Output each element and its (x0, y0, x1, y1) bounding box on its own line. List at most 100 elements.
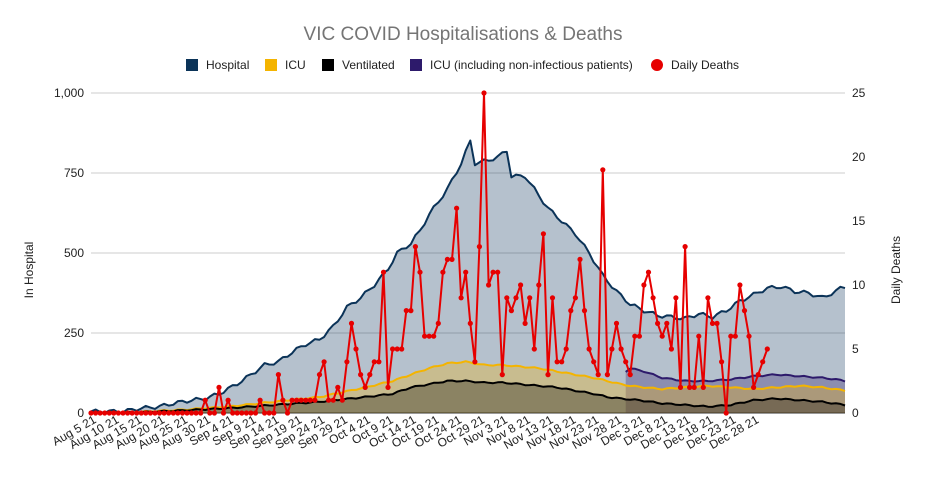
daily-deaths-point (188, 410, 195, 416)
daily-deaths-point (390, 346, 396, 352)
daily-deaths-point (376, 359, 382, 365)
daily-deaths-point (202, 397, 208, 403)
daily-deaths-point (755, 372, 761, 378)
daily-deaths-point (275, 372, 281, 378)
daily-deaths-point (166, 410, 172, 416)
daily-deaths-point (705, 295, 711, 301)
daily-deaths-point (129, 410, 135, 416)
daily-deaths-point (664, 320, 670, 326)
daily-deaths-point (709, 320, 716, 326)
daily-deaths-point (220, 410, 227, 416)
y-tick-label: 750 (64, 166, 84, 180)
daily-deaths-point (193, 410, 199, 416)
daily-deaths-point (572, 295, 579, 301)
daily-deaths-point (230, 410, 236, 416)
daily-deaths-point (714, 320, 720, 326)
y-tick-label: 250 (64, 326, 84, 340)
daily-deaths-point (353, 346, 359, 352)
y-tick-label: 0 (77, 406, 84, 420)
daily-deaths-point (595, 372, 601, 378)
daily-deaths-point (540, 231, 547, 237)
y2-tick-label: 5 (852, 342, 859, 356)
daily-deaths-point (700, 384, 706, 390)
daily-deaths-point (431, 333, 437, 339)
daily-deaths-point (764, 346, 770, 352)
daily-deaths-point (321, 359, 327, 365)
daily-deaths-point (234, 410, 240, 416)
daily-deaths-point (449, 256, 455, 262)
daily-deaths-point (225, 397, 231, 403)
y-tick-label: 1,000 (54, 86, 84, 100)
daily-deaths-point (559, 359, 565, 365)
daily-deaths-point (207, 410, 213, 416)
daily-deaths-point (486, 282, 492, 288)
daily-deaths-point (394, 346, 400, 352)
daily-deaths-point (216, 384, 222, 390)
daily-deaths-point (554, 359, 560, 365)
daily-deaths-point (330, 397, 336, 403)
daily-deaths-point (239, 410, 245, 416)
y2-tick-label: 15 (852, 214, 866, 228)
y2-axis-title: Daily Deaths (889, 236, 903, 304)
y-axis-title: In Hospital (22, 242, 36, 299)
legend-label: Daily Deaths (671, 58, 739, 72)
daily-deaths-point (170, 410, 176, 416)
daily-deaths-point (380, 269, 387, 275)
daily-deaths-point (284, 410, 291, 416)
daily-deaths-point (156, 410, 163, 416)
daily-deaths-point (600, 167, 606, 173)
daily-deaths-point (358, 372, 364, 378)
daily-deaths-point (741, 308, 748, 314)
legend-item-icu-including-non-infectious-patients: ICU (including non-infectious patients) (410, 58, 633, 72)
daily-deaths-point (527, 295, 533, 301)
daily-deaths-point (426, 333, 432, 339)
legend-swatch (265, 59, 277, 71)
daily-deaths-point (513, 295, 519, 301)
daily-deaths-point (549, 295, 556, 301)
legend-label: Ventilated (342, 58, 395, 72)
daily-deaths-point (454, 205, 460, 211)
daily-deaths-point (604, 372, 611, 378)
hospital-line (90, 139, 846, 414)
daily-deaths-point (641, 282, 647, 288)
daily-deaths-point (518, 282, 524, 288)
daily-deaths-point (737, 282, 743, 288)
daily-deaths-point (106, 410, 112, 416)
daily-deaths-point (326, 397, 332, 403)
daily-deaths-point (102, 410, 108, 416)
daily-deaths-point (732, 333, 738, 339)
daily-deaths-point (467, 320, 473, 326)
series-lines (90, 139, 846, 414)
daily-deaths-point (636, 333, 643, 339)
daily-deaths-point (412, 244, 418, 250)
daily-deaths-point (673, 295, 679, 301)
daily-deaths-point (367, 372, 373, 378)
daily-deaths-point (463, 269, 469, 275)
daily-deaths-point (458, 295, 464, 301)
daily-deaths-point (403, 308, 409, 314)
daily-deaths-point (385, 384, 391, 390)
daily-deaths-point (696, 333, 702, 339)
daily-deaths-point (312, 397, 318, 403)
daily-deaths-point (143, 410, 149, 416)
ventilated-line (90, 379, 846, 414)
daily-deaths-point (499, 372, 505, 378)
daily-deaths-point (307, 397, 313, 403)
daily-deaths-point (655, 320, 661, 326)
daily-deaths-point (88, 410, 94, 416)
daily-deaths-point (723, 410, 729, 416)
daily-deaths-point (668, 346, 675, 352)
daily-deaths-point (522, 320, 528, 326)
daily-deaths-point (266, 410, 272, 416)
daily-deaths-point (495, 269, 501, 275)
daily-deaths-point (508, 308, 514, 314)
daily-deaths-point (659, 333, 665, 339)
daily-deaths-point (303, 397, 309, 403)
daily-deaths-point (613, 320, 620, 326)
daily-deaths-point (298, 397, 304, 403)
daily-deaths-point (152, 410, 158, 416)
legend-label: ICU (including non-infectious patients) (430, 58, 633, 72)
hospital-area (91, 140, 845, 413)
y2-tick-label: 0 (852, 406, 859, 420)
